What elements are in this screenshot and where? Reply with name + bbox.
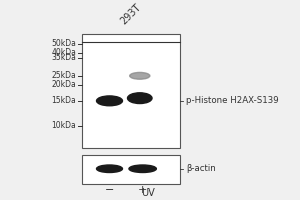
Text: 25kDa: 25kDa bbox=[52, 71, 76, 80]
Ellipse shape bbox=[128, 93, 152, 104]
Text: 35kDa: 35kDa bbox=[52, 53, 76, 62]
FancyBboxPatch shape bbox=[82, 34, 180, 148]
Text: p-Histone H2AX-S139: p-Histone H2AX-S139 bbox=[186, 96, 278, 105]
Text: 40kDa: 40kDa bbox=[52, 48, 76, 57]
Text: −: − bbox=[105, 185, 114, 195]
Text: +: + bbox=[138, 185, 147, 195]
Text: UV: UV bbox=[142, 188, 155, 198]
Text: 50kDa: 50kDa bbox=[52, 39, 76, 48]
Text: 10kDa: 10kDa bbox=[52, 121, 76, 130]
Ellipse shape bbox=[129, 165, 156, 172]
Text: 293T: 293T bbox=[119, 2, 143, 27]
Text: 15kDa: 15kDa bbox=[52, 96, 76, 105]
FancyBboxPatch shape bbox=[82, 155, 180, 184]
Text: β-actin: β-actin bbox=[186, 164, 216, 173]
Ellipse shape bbox=[97, 165, 122, 172]
Ellipse shape bbox=[130, 72, 150, 79]
Text: 20kDa: 20kDa bbox=[52, 80, 76, 89]
Ellipse shape bbox=[97, 96, 122, 106]
